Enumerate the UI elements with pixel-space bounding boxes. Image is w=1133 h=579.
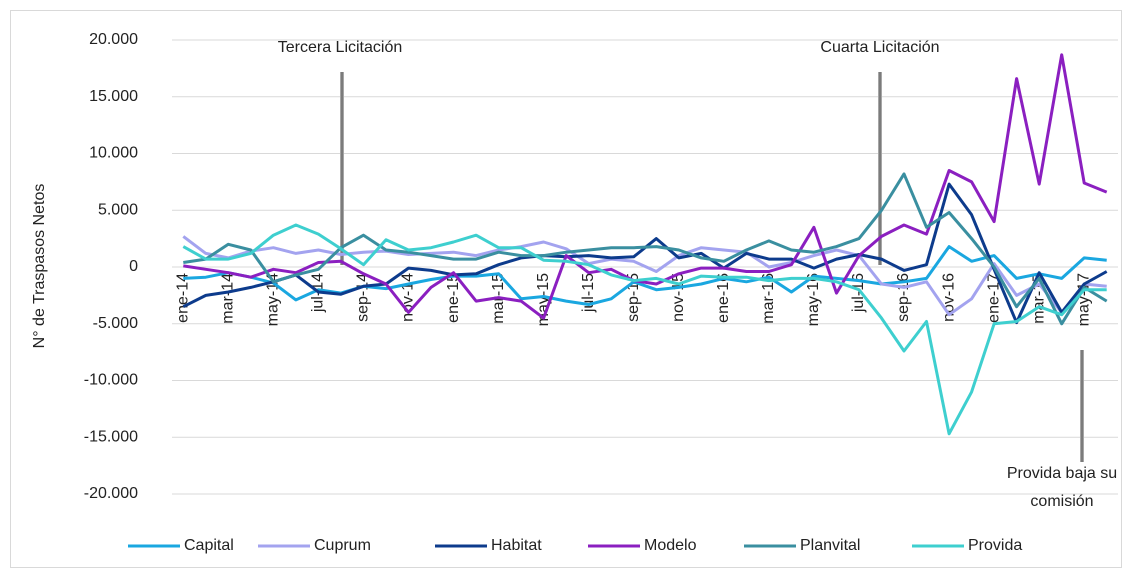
legend-label: Planvital [800,537,860,554]
series-line [182,235,1107,317]
annotation-text: Provida baja su [1007,465,1117,482]
series-line [183,172,1108,326]
x-tick-label: ene-14 [174,273,191,323]
x-tick-label: mar-16 [760,273,777,324]
series-line [183,53,1108,320]
x-tick-label: ene-16 [715,273,732,323]
y-tick-label: 5.000 [98,201,138,218]
x-tick-label: nov-15 [670,273,687,322]
legend-label: Cuprum [314,537,371,554]
legend-label: Modelo [644,537,697,554]
annotation-marker [1080,350,1084,462]
x-tick-label: nov-14 [400,273,417,322]
legend-label: Provida [968,537,1022,554]
x-tick-label: ene-17 [985,273,1002,323]
y-tick-label: -10.000 [84,372,138,389]
annotation-marker [878,72,882,265]
annotation-text: Tercera Licitación [278,39,403,56]
y-tick-label: 20.000 [89,31,138,48]
x-tick-label: sep-14 [355,273,372,322]
x-tick-label: jul-15 [580,273,597,313]
y-tick-label: -15.000 [84,428,138,445]
y-tick-label: 15.000 [89,88,138,105]
chart-border [10,10,1122,568]
y-tick-label: -5.000 [93,315,138,332]
legend-label: Habitat [491,537,542,554]
y-tick-label: 0 [129,258,138,275]
annotation-text: Cuarta Licitación [820,39,939,56]
annotation-marker [340,72,344,265]
x-tick-label: jul-16 [850,273,867,313]
x-tick-label: ene-15 [445,273,462,323]
y-axis-label: N° de Traspasos Netos [31,184,48,349]
x-tick-label: may-16 [805,273,822,326]
x-tick-label: may-17 [1075,273,1092,326]
y-tick-label: -20.000 [84,485,138,502]
annotation-text: comisión [1030,493,1093,510]
y-tick-label: 10.000 [89,145,138,162]
series-line [182,223,1107,436]
x-tick-label: mar-14 [220,273,237,324]
legend-label: Capital [184,537,234,554]
